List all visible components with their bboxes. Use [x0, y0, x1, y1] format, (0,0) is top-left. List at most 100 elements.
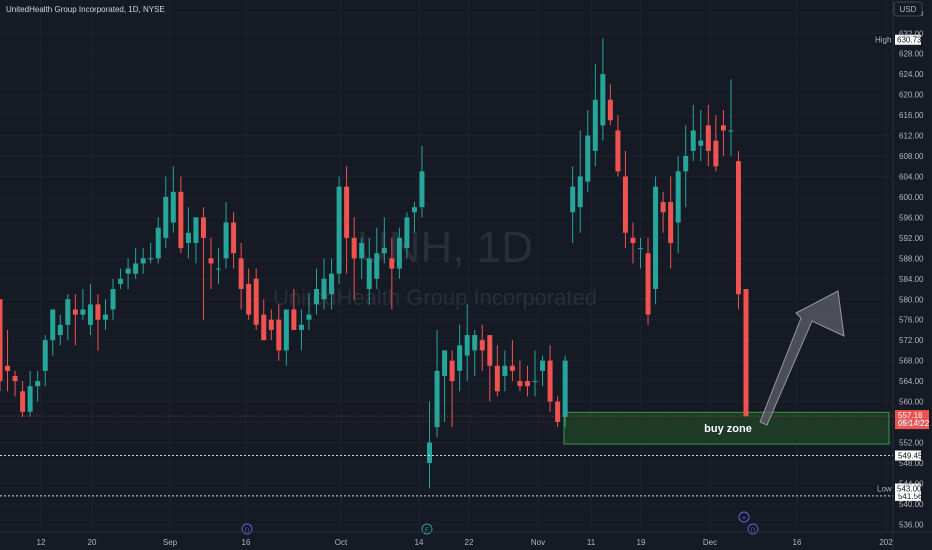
candle-body [562, 360, 568, 417]
candle-body [600, 74, 606, 126]
candle [87, 283, 93, 336]
candle [268, 309, 274, 341]
candle [313, 268, 319, 315]
candle-body [698, 140, 704, 146]
candle-body [216, 268, 222, 270]
candle-body [155, 227, 161, 259]
candle-body [479, 340, 485, 351]
candle-body [705, 125, 711, 151]
price-tick-label: 544.00 [899, 479, 924, 488]
candle [464, 304, 470, 382]
candle [298, 309, 304, 351]
candle-body [713, 140, 719, 167]
candle-body [57, 324, 63, 336]
price-tick-label: 548.00 [899, 459, 924, 468]
candle [12, 370, 18, 397]
candle [555, 396, 561, 428]
candle [246, 268, 252, 320]
price-tick-label: 536.00 [899, 520, 924, 529]
candle-body [442, 350, 448, 376]
candle [125, 258, 131, 290]
high-tag [873, 34, 894, 45]
candle [110, 278, 116, 320]
candle-body [313, 289, 319, 305]
candle-body [615, 130, 621, 172]
candle-body [329, 273, 335, 295]
candle [276, 304, 282, 361]
price-tick-label: 568.00 [899, 357, 924, 366]
candle [50, 309, 56, 356]
candle-body [411, 207, 417, 213]
candle [419, 145, 425, 218]
trend-arrow[interactable] [759, 290, 845, 426]
candle-body [457, 345, 463, 371]
candle [351, 217, 357, 300]
candle [253, 268, 259, 330]
candle [735, 150, 741, 310]
candle-body [321, 278, 327, 300]
candle [434, 329, 440, 438]
candle [155, 217, 161, 264]
candle-body [163, 196, 169, 238]
candle [374, 227, 380, 290]
candle [381, 217, 387, 264]
candle-body [351, 237, 357, 259]
candle-body [208, 258, 214, 264]
candle [404, 212, 410, 259]
candle-body [95, 304, 101, 320]
candle-body [246, 283, 252, 315]
price-tick-label: 596.00 [899, 213, 924, 222]
candle-body [540, 360, 546, 371]
candle [185, 207, 191, 259]
time-tick-label: 14 [415, 538, 424, 547]
candle [329, 258, 335, 310]
candle [0, 299, 3, 392]
line-price-badge [895, 450, 921, 461]
chart-title: UnitedHealth Group Incorporated, 1D, NYS… [6, 5, 165, 14]
candle [178, 176, 184, 254]
candle-body [585, 135, 591, 182]
candle [306, 294, 312, 330]
price-tick-label: 580.00 [899, 295, 924, 304]
high-label: High [875, 36, 891, 45]
price-tick-label: 632.00 [899, 29, 924, 38]
candle-body [419, 171, 425, 208]
time-tick-label: 16 [242, 538, 251, 547]
candle-body [42, 340, 48, 371]
candle-body [276, 319, 282, 351]
candle-body [170, 191, 176, 223]
low-tag [875, 483, 894, 494]
candle [570, 166, 576, 243]
candle-body [509, 365, 515, 371]
candle [720, 109, 726, 157]
currency-label: USD [900, 5, 917, 14]
candle-body [427, 442, 433, 463]
candle [668, 176, 674, 269]
candle-body [660, 202, 666, 213]
candle [660, 191, 666, 233]
last-price-label: 557.16 [898, 411, 923, 420]
split-marker[interactable] [738, 511, 750, 523]
candle [449, 350, 455, 428]
line-price-label: 549.45 [898, 452, 923, 461]
candle-body [720, 125, 726, 131]
candle-body [494, 365, 500, 392]
candle-body [102, 314, 108, 320]
candle-body [381, 248, 387, 254]
candle-body [487, 335, 493, 366]
buy-zone-label: buy zone [704, 423, 752, 435]
candle-body [193, 217, 199, 243]
candle-body [653, 186, 659, 290]
candle [502, 350, 508, 392]
candle [690, 104, 696, 162]
buy-zone-box [563, 411, 890, 445]
low-value: 543.00 [897, 485, 922, 494]
candle [411, 202, 417, 233]
price-tick-label: 540.00 [899, 500, 924, 509]
candle [193, 217, 199, 264]
candle-body [502, 365, 508, 376]
currency-button[interactable] [893, 1, 923, 17]
candle [95, 294, 101, 351]
